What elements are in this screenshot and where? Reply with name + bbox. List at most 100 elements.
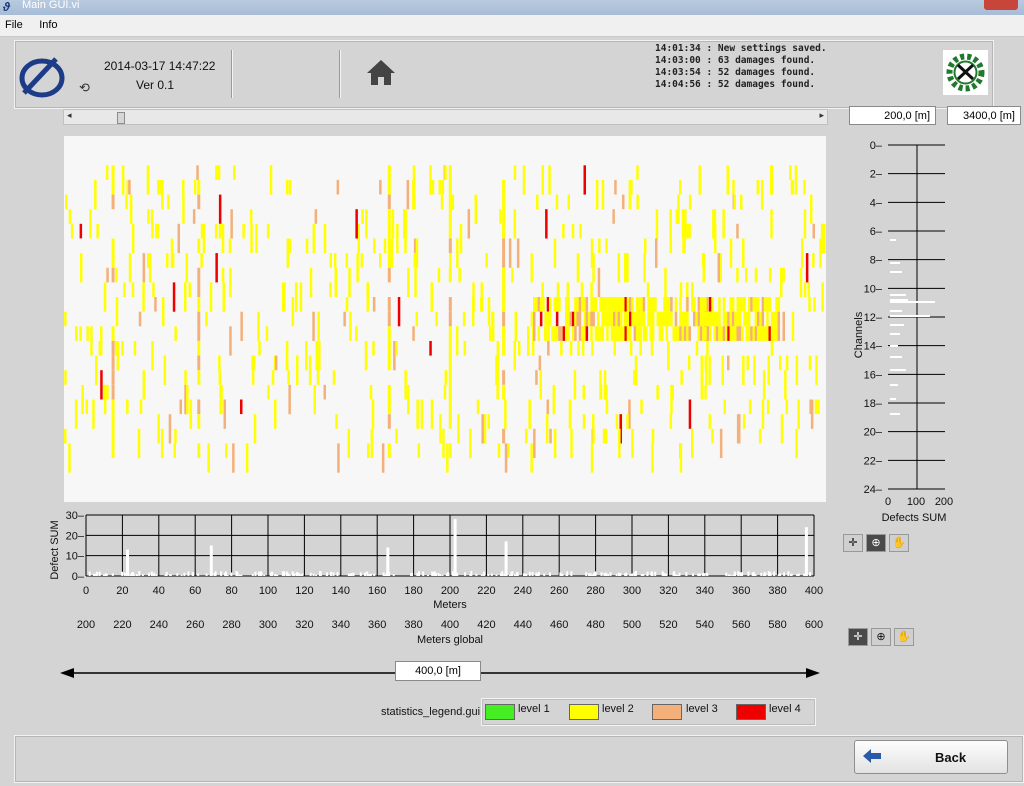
heatmap-cell — [808, 355, 812, 371]
defect-sum-bar — [88, 571, 91, 576]
channel-tick-label: 24– — [864, 484, 883, 496]
heatmap-cell — [249, 209, 253, 224]
span-field[interactable]: 400,0 [m] — [395, 661, 481, 681]
heatmap-cell — [387, 267, 391, 283]
heatmap-cell — [285, 341, 289, 371]
meters-scrollbar[interactable]: ◂ ▸ — [63, 109, 828, 125]
heatmap-cell — [197, 282, 201, 297]
heatmap-cell — [387, 326, 391, 341]
heatmap-cell — [578, 326, 582, 341]
heatmap-cell — [574, 326, 577, 341]
heatmap-cell — [761, 311, 765, 327]
heatmap-cell — [646, 282, 650, 297]
refresh-icon[interactable]: ⟲ — [79, 80, 90, 95]
scroll-right-icon[interactable]: ▸ — [819, 110, 824, 120]
heatmap-cell — [516, 238, 520, 268]
heatmap-cell — [608, 311, 611, 327]
version-label: Ver 0.1 — [136, 78, 175, 92]
heatmap-cell — [253, 355, 256, 371]
heatmap-cell — [487, 297, 491, 327]
defect-sum-bar — [543, 573, 546, 576]
heatmap-cell — [329, 282, 332, 297]
heatmap-cell — [590, 238, 594, 268]
menu-file[interactable]: File — [5, 19, 23, 31]
defect-sum-bar — [96, 571, 99, 576]
heatmap-cell — [288, 384, 291, 415]
heatmap-cell — [757, 297, 760, 312]
heatmap-cell — [539, 370, 542, 400]
log-line: 14:01:34 : New settings saved. — [655, 43, 827, 54]
heatmap-cell — [715, 311, 719, 327]
heatmap-cell — [111, 370, 115, 385]
home-icon[interactable] — [365, 58, 397, 86]
defect-sum-bar — [787, 574, 790, 576]
range-end-field[interactable]: 3400,0 [m] — [947, 106, 1021, 125]
heatmap-cell — [624, 297, 627, 312]
heatmap-cell — [622, 326, 625, 341]
zoom-tool-icon[interactable]: ⊕ — [866, 534, 886, 552]
heatmap-cell — [753, 355, 756, 385]
channel-tick-label: 2– — [870, 169, 883, 181]
defect-sum-bar — [470, 571, 473, 576]
defect-sum-bar — [422, 571, 425, 576]
heatmap-cell — [750, 297, 753, 312]
defect-heatmap[interactable] — [64, 136, 826, 502]
heatmap-cell — [538, 355, 542, 371]
defect-sum-bar — [104, 573, 107, 576]
heatmap-cell — [387, 209, 391, 224]
pan-tool-icon[interactable]: ✋ — [894, 628, 914, 646]
defect-sum-bar — [536, 573, 539, 576]
heatmap-cell — [610, 326, 614, 341]
defects-tick-label: 0 — [885, 496, 891, 508]
heatmap-cell — [601, 311, 605, 327]
heatmap-cell — [496, 341, 500, 371]
defect-sum-bar — [437, 573, 440, 576]
heatmap-cell — [317, 311, 320, 341]
heatmap-cell — [664, 267, 667, 298]
heatmap-cell — [157, 179, 160, 195]
heatmap-cell — [174, 326, 177, 341]
pan-tool-icon[interactable]: ✋ — [889, 534, 909, 552]
heatmap-cell — [415, 311, 418, 327]
heatmap-cell — [133, 341, 137, 356]
heatmap-cell — [229, 267, 232, 298]
heatmap-cell — [197, 297, 201, 312]
heatmap-cell — [193, 179, 197, 195]
heatmap-cell — [266, 223, 270, 239]
defect-sum-bar — [531, 571, 534, 576]
defect-sum-bar — [136, 574, 138, 576]
menu-info[interactable]: Info — [39, 19, 58, 31]
back-button[interactable]: Back — [854, 740, 1008, 774]
defect-sum-bar — [739, 572, 742, 576]
heatmap-cell — [606, 297, 609, 312]
range-start-field[interactable]: 200,0 [m] — [849, 106, 936, 125]
defect-sum-bar — [629, 574, 632, 576]
heatmap-cell — [686, 326, 689, 341]
scroll-left-icon[interactable]: ◂ — [67, 110, 72, 120]
heatmap-cell — [640, 311, 643, 327]
meters-global-tick-label: 280 — [222, 619, 240, 631]
zoom-tool-icon[interactable]: ⊕ — [871, 628, 891, 646]
heatmap-cell — [487, 414, 490, 429]
heatmap-cell — [285, 179, 289, 195]
heatmap-cell — [665, 297, 669, 312]
heatmap-cell — [754, 297, 758, 327]
heatmap-cell — [387, 179, 391, 195]
heatmap-cell — [437, 267, 441, 283]
defect-sum-bar — [366, 571, 369, 576]
heatmap-cell — [672, 326, 675, 341]
scroll-thumb[interactable] — [117, 112, 125, 124]
defect-sum-bar — [271, 571, 274, 576]
heatmap-cell — [681, 311, 685, 327]
close-button[interactable] — [984, 0, 1018, 10]
heatmap-cell — [590, 443, 594, 473]
heatmap-cell — [115, 267, 118, 283]
heatmap-cell — [549, 428, 552, 444]
back-arrow-icon — [863, 749, 881, 763]
cursor-tool-icon[interactable]: ✛ — [848, 628, 868, 646]
defect-sum-bar — [591, 574, 594, 576]
cursor-tool-icon[interactable]: ✛ — [843, 534, 863, 552]
heatmap-cell — [709, 311, 712, 327]
heatmap-cell — [111, 179, 115, 195]
defect-sum-bar — [456, 572, 459, 576]
